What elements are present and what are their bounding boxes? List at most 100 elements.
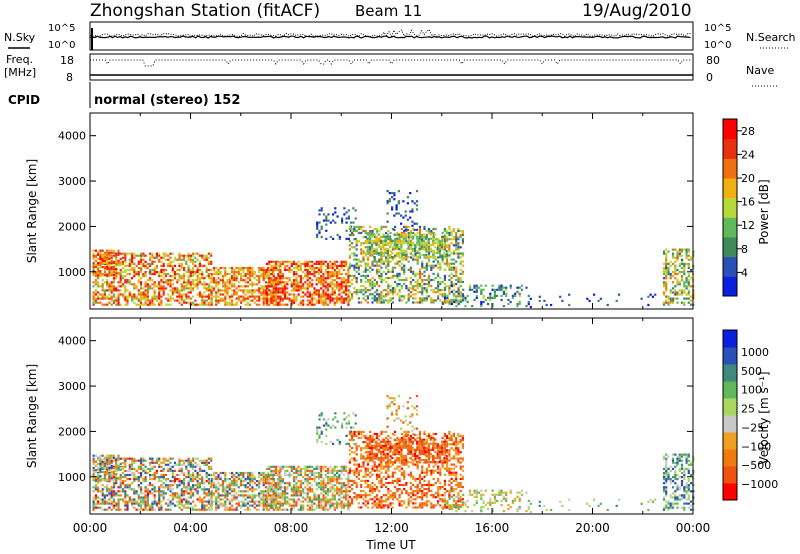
velocity-cell — [203, 459, 206, 462]
velocity-cell — [133, 473, 136, 477]
velocity-cell — [169, 465, 172, 468]
power-cell — [362, 270, 365, 273]
power-cell — [207, 301, 210, 304]
power-cell — [194, 279, 197, 282]
power-cell — [210, 299, 213, 302]
power-cell — [425, 264, 428, 267]
velocity-cell — [279, 484, 282, 487]
power-cell — [97, 268, 100, 271]
velocity-cell — [299, 504, 302, 507]
power-cell — [217, 301, 220, 304]
power-cell — [414, 246, 417, 249]
power-cell — [674, 273, 677, 276]
power-cell — [224, 291, 227, 294]
velocity-cell — [185, 506, 188, 509]
power-cell — [432, 251, 435, 255]
velocity-cell — [226, 498, 229, 501]
power-cell — [678, 281, 681, 284]
freq-panel-frame — [89, 53, 694, 81]
power-cell — [140, 258, 143, 261]
power-cell — [306, 285, 309, 288]
power-cell — [446, 252, 449, 255]
velocity-cell — [233, 490, 236, 493]
power-cell — [180, 262, 183, 265]
power-cell — [270, 260, 273, 263]
power-cell — [311, 268, 314, 272]
velocity-cell — [173, 482, 177, 485]
power-cell — [416, 258, 419, 261]
velocity-cell — [313, 480, 316, 483]
power-cell — [112, 260, 116, 263]
velocity-cell — [284, 471, 287, 475]
power-cell — [416, 262, 419, 265]
power-cell — [183, 299, 186, 302]
power-cell — [315, 283, 318, 286]
power-cell — [108, 255, 111, 258]
velocity-cell — [106, 466, 109, 470]
power-cell — [443, 240, 446, 243]
power-cell — [185, 297, 188, 300]
power-cell — [380, 295, 383, 298]
velocity-cell — [235, 471, 238, 475]
power-cell — [502, 305, 505, 308]
velocity-cell — [322, 482, 325, 485]
power-cell — [379, 251, 383, 255]
velocity-cell — [295, 467, 298, 470]
velocity-cell — [207, 482, 210, 485]
velocity-cell — [108, 473, 111, 476]
velocity-cell — [103, 479, 106, 482]
power-cell — [332, 219, 335, 222]
power-cell — [171, 264, 174, 267]
velocity-cell — [304, 465, 307, 468]
power-cell — [268, 281, 271, 284]
power-cell — [414, 289, 417, 292]
velocity-cell — [117, 466, 120, 470]
power-cell — [235, 275, 238, 278]
velocity-cell — [169, 467, 172, 470]
power-cell — [402, 249, 405, 253]
power-cell — [340, 266, 343, 270]
power-cell — [187, 287, 190, 290]
power-cell — [160, 289, 163, 292]
power-cell — [406, 202, 409, 205]
power-cell — [103, 255, 106, 258]
power-cell — [441, 301, 444, 304]
velocity-cell — [293, 467, 296, 470]
velocity-cell — [99, 462, 102, 465]
power-cell — [394, 242, 397, 245]
noise-series — [89, 28, 691, 50]
velocity-cell — [299, 467, 302, 470]
power-cell — [253, 277, 256, 280]
power-cell — [550, 303, 553, 307]
power-cell — [396, 285, 399, 288]
power-cell — [265, 285, 269, 288]
velocity-cell — [237, 478, 240, 481]
power-cell — [316, 225, 319, 228]
velocity-cell — [210, 502, 213, 505]
power-cell — [272, 297, 275, 300]
power-cell — [212, 273, 216, 276]
power-cell — [192, 281, 195, 284]
power-cell — [371, 293, 374, 296]
velocity-cell — [277, 478, 280, 481]
velocity-cell — [151, 500, 154, 503]
velocity-cell — [311, 478, 314, 481]
power-cell — [514, 292, 517, 295]
velocity-cell — [185, 500, 188, 503]
power-cell — [162, 287, 165, 290]
power-cell — [176, 291, 179, 294]
power-cell — [380, 278, 383, 282]
power-cell — [671, 256, 675, 259]
power-cell — [502, 286, 505, 289]
power-cell — [244, 285, 247, 288]
velocity-cell — [171, 469, 174, 472]
power-cell — [420, 241, 423, 244]
velocity-cell — [249, 476, 252, 479]
power-cell — [201, 301, 204, 304]
velocity-cell — [192, 494, 195, 497]
power-cell — [149, 285, 152, 288]
velocity-cell — [203, 488, 206, 491]
power-cell — [687, 254, 690, 257]
velocity-cell — [244, 502, 247, 505]
power-cell — [678, 262, 681, 265]
